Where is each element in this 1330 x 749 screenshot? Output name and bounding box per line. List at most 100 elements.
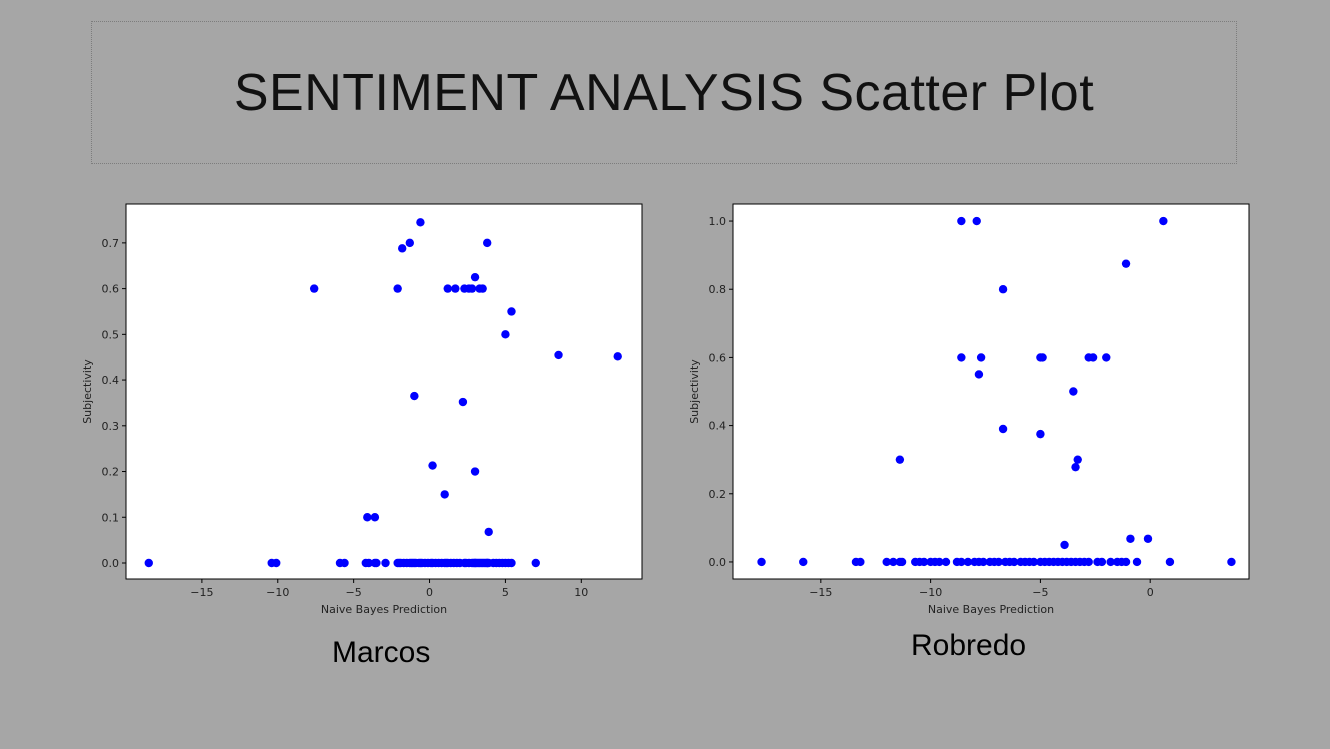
data-point	[957, 353, 966, 362]
x-tick-label: −5	[346, 586, 362, 599]
data-point	[381, 558, 390, 568]
data-point	[531, 558, 540, 568]
data-point	[470, 467, 480, 476]
data-point	[1071, 462, 1080, 472]
data-point	[1102, 353, 1111, 362]
y-tick-label: 1.0	[709, 215, 727, 228]
data-point	[994, 557, 1003, 567]
data-point	[919, 557, 929, 567]
data-point	[757, 557, 766, 567]
marcos-scatter-plot: −15 −10 −5 0 5 10 0.0 0.1 0.2 0.3 0.4 0.5 0.6 0.7 Naiv…	[81, 203, 643, 616]
robredo-caption: Robredo	[911, 629, 1027, 662]
data-point	[340, 558, 349, 568]
title-placeholder: SENTIMENT ANALYSIS Scatter Plot	[91, 21, 1237, 164]
data-point	[1106, 557, 1115, 567]
y-tick-label: 0.6	[709, 351, 727, 364]
data-point	[458, 397, 468, 407]
y-tick-label: 0.0	[102, 557, 120, 570]
data-point	[309, 284, 319, 293]
data-point	[370, 513, 380, 522]
data-point	[440, 490, 449, 499]
data-point	[416, 218, 425, 227]
data-point	[957, 557, 966, 567]
data-point	[428, 461, 437, 470]
data-point	[405, 238, 414, 248]
x-tick-label: −10	[266, 586, 289, 599]
data-point	[976, 353, 986, 362]
data-point	[483, 238, 492, 248]
data-point	[998, 424, 1008, 434]
marcos-caption: Marcos	[332, 636, 431, 669]
y-tick-label: 0.7	[102, 237, 120, 250]
data-point	[364, 558, 374, 568]
x-tick-label: 0	[1147, 586, 1154, 599]
data-point	[1097, 557, 1107, 567]
data-point	[1038, 353, 1047, 362]
data-point	[1143, 534, 1153, 543]
y-tick-label: 0.2	[709, 488, 727, 501]
data-point	[451, 284, 460, 293]
y-tick-label: 0.2	[102, 466, 120, 479]
data-point	[478, 284, 487, 293]
data-point	[1121, 259, 1131, 268]
y-tick-label: 0.5	[102, 328, 120, 341]
data-point	[554, 350, 563, 360]
y-tick-label: 0.6	[102, 283, 120, 296]
y-tick-label: 0.1	[102, 511, 120, 524]
y-axis-label: Subjectivity	[688, 359, 701, 424]
y-tick-label: 0.8	[709, 283, 727, 296]
x-tick-label: 10	[574, 586, 588, 599]
data-point	[272, 558, 281, 568]
data-point	[363, 513, 372, 522]
data-point	[393, 284, 402, 293]
x-tick-label: −15	[809, 586, 832, 599]
data-point	[372, 558, 381, 568]
data-point	[889, 557, 898, 567]
y-tick-label: 0.4	[709, 420, 727, 433]
data-point	[470, 272, 480, 282]
y-tick-label: 0.0	[709, 556, 727, 569]
data-point	[410, 391, 419, 401]
data-point	[895, 455, 905, 464]
data-point	[998, 285, 1008, 294]
data-point	[897, 557, 907, 567]
data-point	[957, 216, 966, 226]
x-tick-label: 0	[426, 586, 433, 599]
data-point	[1084, 557, 1093, 567]
data-point	[972, 216, 981, 226]
data-point	[1126, 534, 1135, 543]
data-point	[144, 558, 153, 568]
y-tick-label: 0.4	[102, 374, 120, 387]
data-point	[1227, 557, 1236, 567]
data-point	[507, 307, 516, 316]
data-point	[882, 557, 891, 567]
slide-title: SENTIMENT ANALYSIS Scatter Plot	[233, 63, 1095, 122]
x-axis-label: Naive Bayes Prediction	[321, 603, 447, 616]
y-axis-label: Subjectivity	[81, 359, 94, 424]
data-point	[1165, 557, 1175, 567]
x-tick-label: −10	[919, 586, 942, 599]
data-point	[1036, 429, 1045, 439]
data-point	[484, 527, 493, 537]
marcos-plot-area	[125, 203, 643, 580]
data-point	[398, 244, 407, 253]
data-point	[467, 284, 477, 293]
data-point	[979, 557, 988, 567]
data-point	[1073, 455, 1082, 464]
data-point	[507, 558, 516, 568]
data-point	[941, 557, 951, 567]
data-point	[1121, 557, 1131, 567]
x-tick-label: 5	[502, 586, 509, 599]
x-tick-label: −15	[190, 586, 213, 599]
x-axis-label: Naive Bayes Prediction	[928, 603, 1054, 616]
data-point	[963, 557, 973, 567]
data-point	[1132, 557, 1142, 567]
robredo-scatter-plot: −15 −10 −5 0 0.0 0.2 0.4 0.6 0.8 1.0 Naive Bayes P…	[688, 203, 1250, 616]
data-point	[974, 370, 984, 379]
data-point	[799, 557, 808, 567]
x-tick-label: −5	[1032, 586, 1048, 599]
data-point	[1069, 387, 1078, 396]
data-point	[1009, 557, 1019, 567]
robredo-plot-area	[732, 203, 1250, 580]
